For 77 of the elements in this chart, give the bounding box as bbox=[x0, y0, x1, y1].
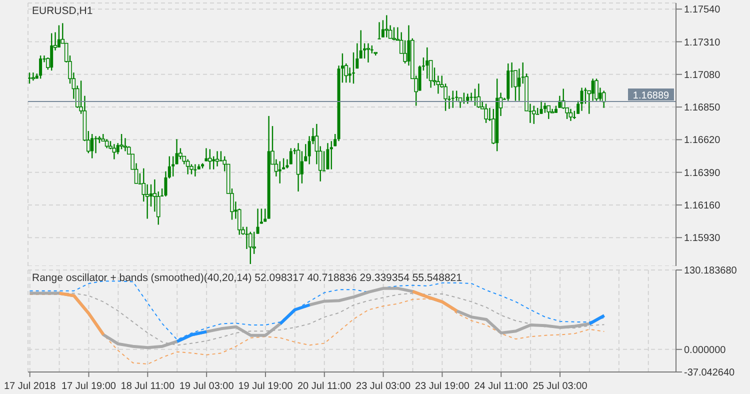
candlestick bbox=[326, 142, 330, 170]
candlestick bbox=[470, 92, 473, 102]
candlestick bbox=[289, 148, 292, 165]
candlestick bbox=[90, 133, 94, 159]
candlestick bbox=[212, 156, 216, 170]
x-tick-label: 24 Jul 11:00 bbox=[474, 381, 528, 392]
candlestick bbox=[50, 32, 54, 72]
y-tick-label: 1.16620 bbox=[684, 135, 721, 146]
candlestick bbox=[278, 160, 282, 184]
candlestick bbox=[194, 164, 197, 178]
y-tick-label: 1.17540 bbox=[684, 4, 721, 16]
candlestick bbox=[366, 42, 370, 64]
candlestick bbox=[540, 100, 543, 114]
candlestick bbox=[120, 133, 124, 150]
candlestick bbox=[264, 208, 267, 222]
candlestick bbox=[384, 14, 389, 38]
ref-line-label: 1.16889 bbox=[632, 90, 670, 102]
x-tick-label: 25 Jul 03:00 bbox=[532, 381, 588, 392]
x-tick-label: 17 Jul 19:00 bbox=[62, 381, 116, 392]
candlestick bbox=[518, 68, 521, 102]
chart-title: Range oscillator + bands (smoothed)(40,20,14) 52.098317 40.718836 29.339354 55.548821 bbox=[32, 272, 462, 284]
candlestick bbox=[359, 30, 362, 60]
candlestick bbox=[208, 148, 212, 170]
candlestick bbox=[546, 105, 551, 120]
x-tick-label: 19 Jul 03:00 bbox=[179, 381, 234, 392]
candlestick bbox=[378, 22, 381, 40]
candlestick bbox=[474, 88, 476, 106]
y-tick-label: 1.15930 bbox=[684, 233, 721, 244]
candlestick bbox=[543, 102, 546, 114]
chart-title: EURUSD,H1 bbox=[32, 5, 93, 17]
candlestick bbox=[256, 208, 260, 234]
candlestick bbox=[57, 24, 60, 48]
y-tick-label: 1.16850 bbox=[684, 102, 721, 114]
candlestick bbox=[94, 136, 98, 154]
y-tick-label: 1.16160 bbox=[684, 200, 721, 212]
candlestick bbox=[426, 46, 429, 80]
candlestick bbox=[248, 231, 252, 265]
candlestick bbox=[104, 138, 109, 149]
candlestick bbox=[28, 72, 31, 84]
candlestick bbox=[568, 108, 573, 122]
x-tick-label: 18 Jul 11:00 bbox=[120, 381, 175, 392]
y-tick-label: 0.000000 bbox=[684, 344, 726, 356]
y-tick-label: 1.17310 bbox=[684, 37, 721, 48]
candlestick bbox=[172, 156, 175, 178]
candlestick bbox=[580, 87, 584, 112]
x-tick-label: 20 Jul 11:00 bbox=[298, 381, 352, 392]
candlestick bbox=[112, 143, 116, 160]
candlestick bbox=[392, 26, 396, 41]
candlestick bbox=[594, 78, 598, 102]
y-tick-label: 130.183680 bbox=[684, 266, 738, 277]
x-tick-label: 17 Jul 2018 bbox=[4, 381, 56, 392]
y-tick-label: 1.16390 bbox=[684, 168, 721, 179]
candlestick bbox=[219, 150, 222, 162]
candlestick bbox=[245, 226, 248, 250]
candlestick bbox=[561, 88, 566, 110]
candlestick bbox=[330, 140, 333, 170]
candlestick bbox=[190, 164, 194, 175]
candlestick bbox=[484, 103, 488, 124]
candlestick bbox=[352, 52, 355, 84]
candlestick bbox=[300, 150, 304, 184]
candlestick bbox=[260, 208, 263, 224]
candlestick bbox=[39, 54, 42, 80]
candlestick bbox=[466, 93, 470, 104]
candlestick bbox=[532, 105, 536, 125]
candlestick bbox=[602, 90, 606, 108]
candlestick bbox=[591, 78, 594, 102]
y-tick-label: 1.17080 bbox=[684, 70, 721, 81]
x-tick-label: 23 Jul 03:00 bbox=[356, 381, 411, 392]
candlestick bbox=[186, 158, 190, 175]
candlestick bbox=[178, 148, 182, 160]
candlestick bbox=[451, 90, 454, 108]
y-tick-label: -37.042640 bbox=[684, 368, 736, 379]
candlestick bbox=[204, 148, 208, 162]
x-tick-label: 23 Jul 19:00 bbox=[414, 381, 470, 392]
x-tick-label: 19 Jul 19:00 bbox=[238, 381, 294, 392]
candlestick bbox=[175, 138, 178, 165]
candlestick bbox=[164, 170, 168, 198]
